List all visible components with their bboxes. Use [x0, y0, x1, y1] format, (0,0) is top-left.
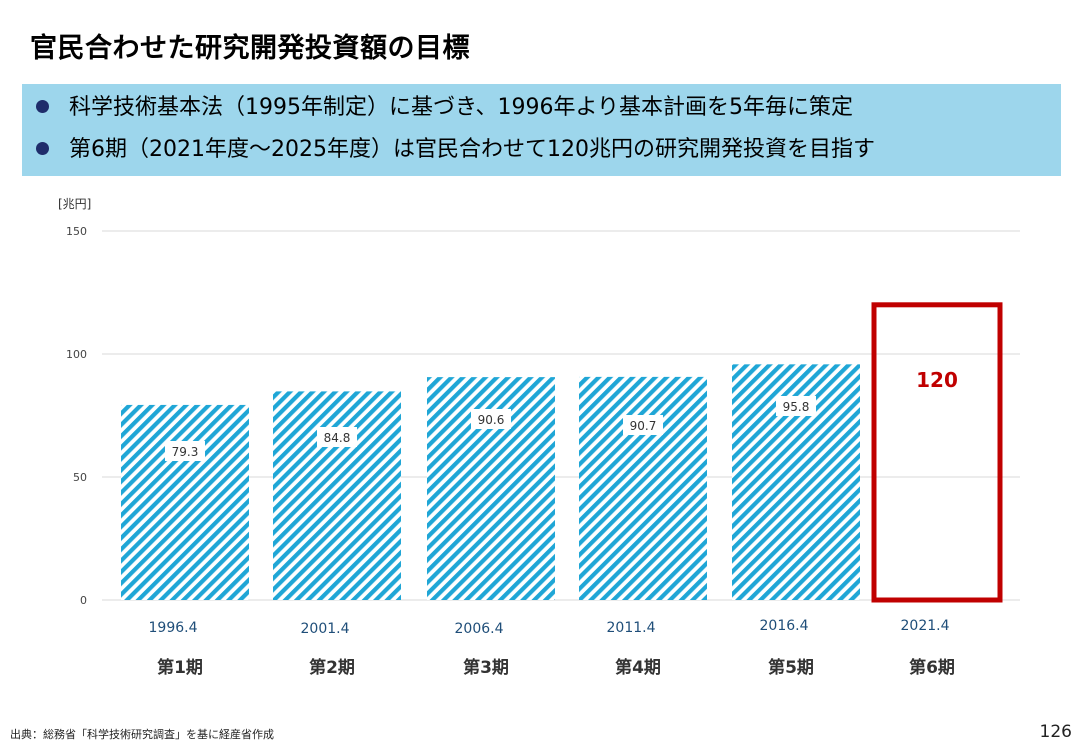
page-title: 官民合わせた研究開発投資額の目標 — [30, 33, 470, 64]
data-label-bg — [165, 441, 205, 461]
summary-banner: 科学技術基本法（1995年制定）に基づき、1996年より基本計画を5年毎に策定 … — [22, 84, 1061, 176]
source-note: 出典：総務省「科学技術研究調査」を基に経産省作成 — [10, 728, 274, 741]
category-label: 第3期 — [463, 657, 509, 678]
category-label: 第4期 — [615, 657, 661, 678]
bar — [273, 391, 401, 600]
y-tick-label: 50 — [73, 471, 87, 484]
investment-bar-chart: [兆円] 0 50 100 150 79.3 1996.4 第1期 84.8 2001.4 第2… — [58, 197, 1020, 678]
data-label-bg — [623, 415, 663, 435]
page-number: 126 — [1039, 722, 1072, 742]
bullet-text: 科学技術基本法（1995年制定）に基づき、1996年より基本計画を5年毎に策定 — [69, 95, 853, 120]
data-label: 84.8 — [324, 431, 351, 445]
y-tick-label: 100 — [66, 348, 87, 361]
category-label: 第1期 — [157, 657, 203, 678]
data-label: 90.7 — [630, 419, 657, 433]
data-label: 120 — [916, 368, 958, 392]
data-label: 79.3 — [172, 445, 199, 459]
data-label-bg — [776, 396, 816, 416]
bullet-item: 科学技術基本法（1995年制定）に基づき、1996年より基本計画を5年毎に策定 — [36, 91, 853, 125]
period-start-label: 2011.4 — [607, 620, 656, 636]
y-tick-label: 0 — [80, 594, 87, 607]
data-label: 95.8 — [783, 400, 810, 414]
period-start-label: 2016.4 — [760, 618, 809, 634]
category-label: 第2期 — [309, 657, 355, 678]
bullet-dot-icon — [36, 99, 49, 113]
period-start-label: 2006.4 — [455, 621, 504, 637]
data-label: 90.6 — [478, 413, 505, 427]
data-label-bg — [317, 427, 357, 447]
data-label-bg — [471, 409, 511, 429]
bullet-dot-icon — [36, 141, 49, 155]
period-start-label: 2001.4 — [301, 621, 350, 637]
category-label: 第6期 — [909, 657, 955, 678]
period-start-label: 1996.4 — [149, 620, 198, 636]
bar — [579, 376, 707, 600]
bullet-item: 第6期（2021年度～2025年度）は官民合わせて120兆円の研究開発投資を目指… — [36, 133, 875, 167]
category-label: 第5期 — [768, 657, 814, 678]
target-bar — [871, 302, 1003, 603]
period-start-label: 2021.4 — [901, 618, 950, 634]
bullet-text: 第6期（2021年度～2025年度）は官民合わせて120兆円の研究開発投資を目指… — [69, 137, 875, 162]
y-axis-unit-label: [兆円] — [58, 197, 91, 211]
bar — [121, 404, 249, 600]
y-tick-label: 150 — [66, 225, 87, 238]
